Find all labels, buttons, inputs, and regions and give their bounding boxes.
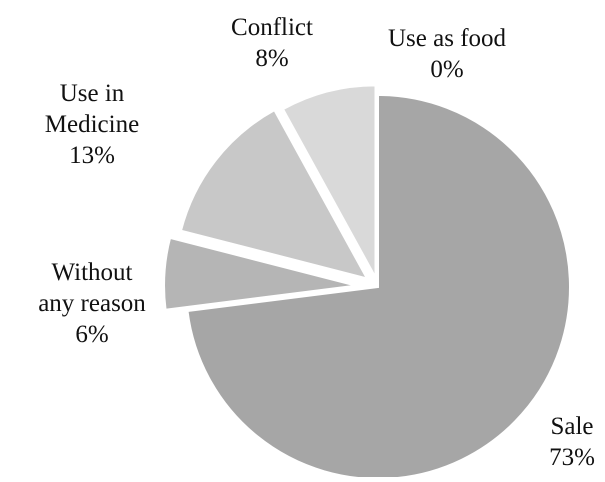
data-label-value: 0%	[430, 56, 463, 83]
data-label-category: Sale	[550, 413, 593, 440]
pie-slice-without-any-reason	[163, 236, 357, 311]
data-label-without-any-reason: Without any reason 6%	[38, 259, 146, 348]
data-label-use-as-food: Use as food 0%	[388, 25, 507, 83]
pie-labels: Sale 73% Without any reason 6% Use in Medicine…	[38, 14, 595, 471]
data-label-category: Medicine	[45, 111, 139, 138]
data-label-conflict: Conflict 8%	[231, 14, 313, 72]
data-label-value: 73%	[549, 444, 595, 471]
pie-slices	[163, 84, 571, 480]
data-label-category: any reason	[38, 290, 146, 317]
data-label-value: 8%	[255, 45, 288, 72]
pie-slice-conflict	[281, 84, 377, 278]
data-label-value: 13%	[69, 142, 115, 169]
data-label-category: Use as food	[388, 25, 507, 52]
data-label-use-in-medicine: Use in Medicine 13%	[45, 80, 139, 169]
data-label-category: Use in	[60, 80, 125, 107]
pie-slice-sale	[186, 93, 571, 480]
data-label-category: Without	[52, 259, 133, 286]
pie-slice-use-in-medicine	[179, 108, 369, 280]
data-label-sale: Sale 73%	[549, 413, 595, 471]
data-label-category: Conflict	[231, 14, 313, 41]
data-label-value: 6%	[75, 321, 108, 348]
